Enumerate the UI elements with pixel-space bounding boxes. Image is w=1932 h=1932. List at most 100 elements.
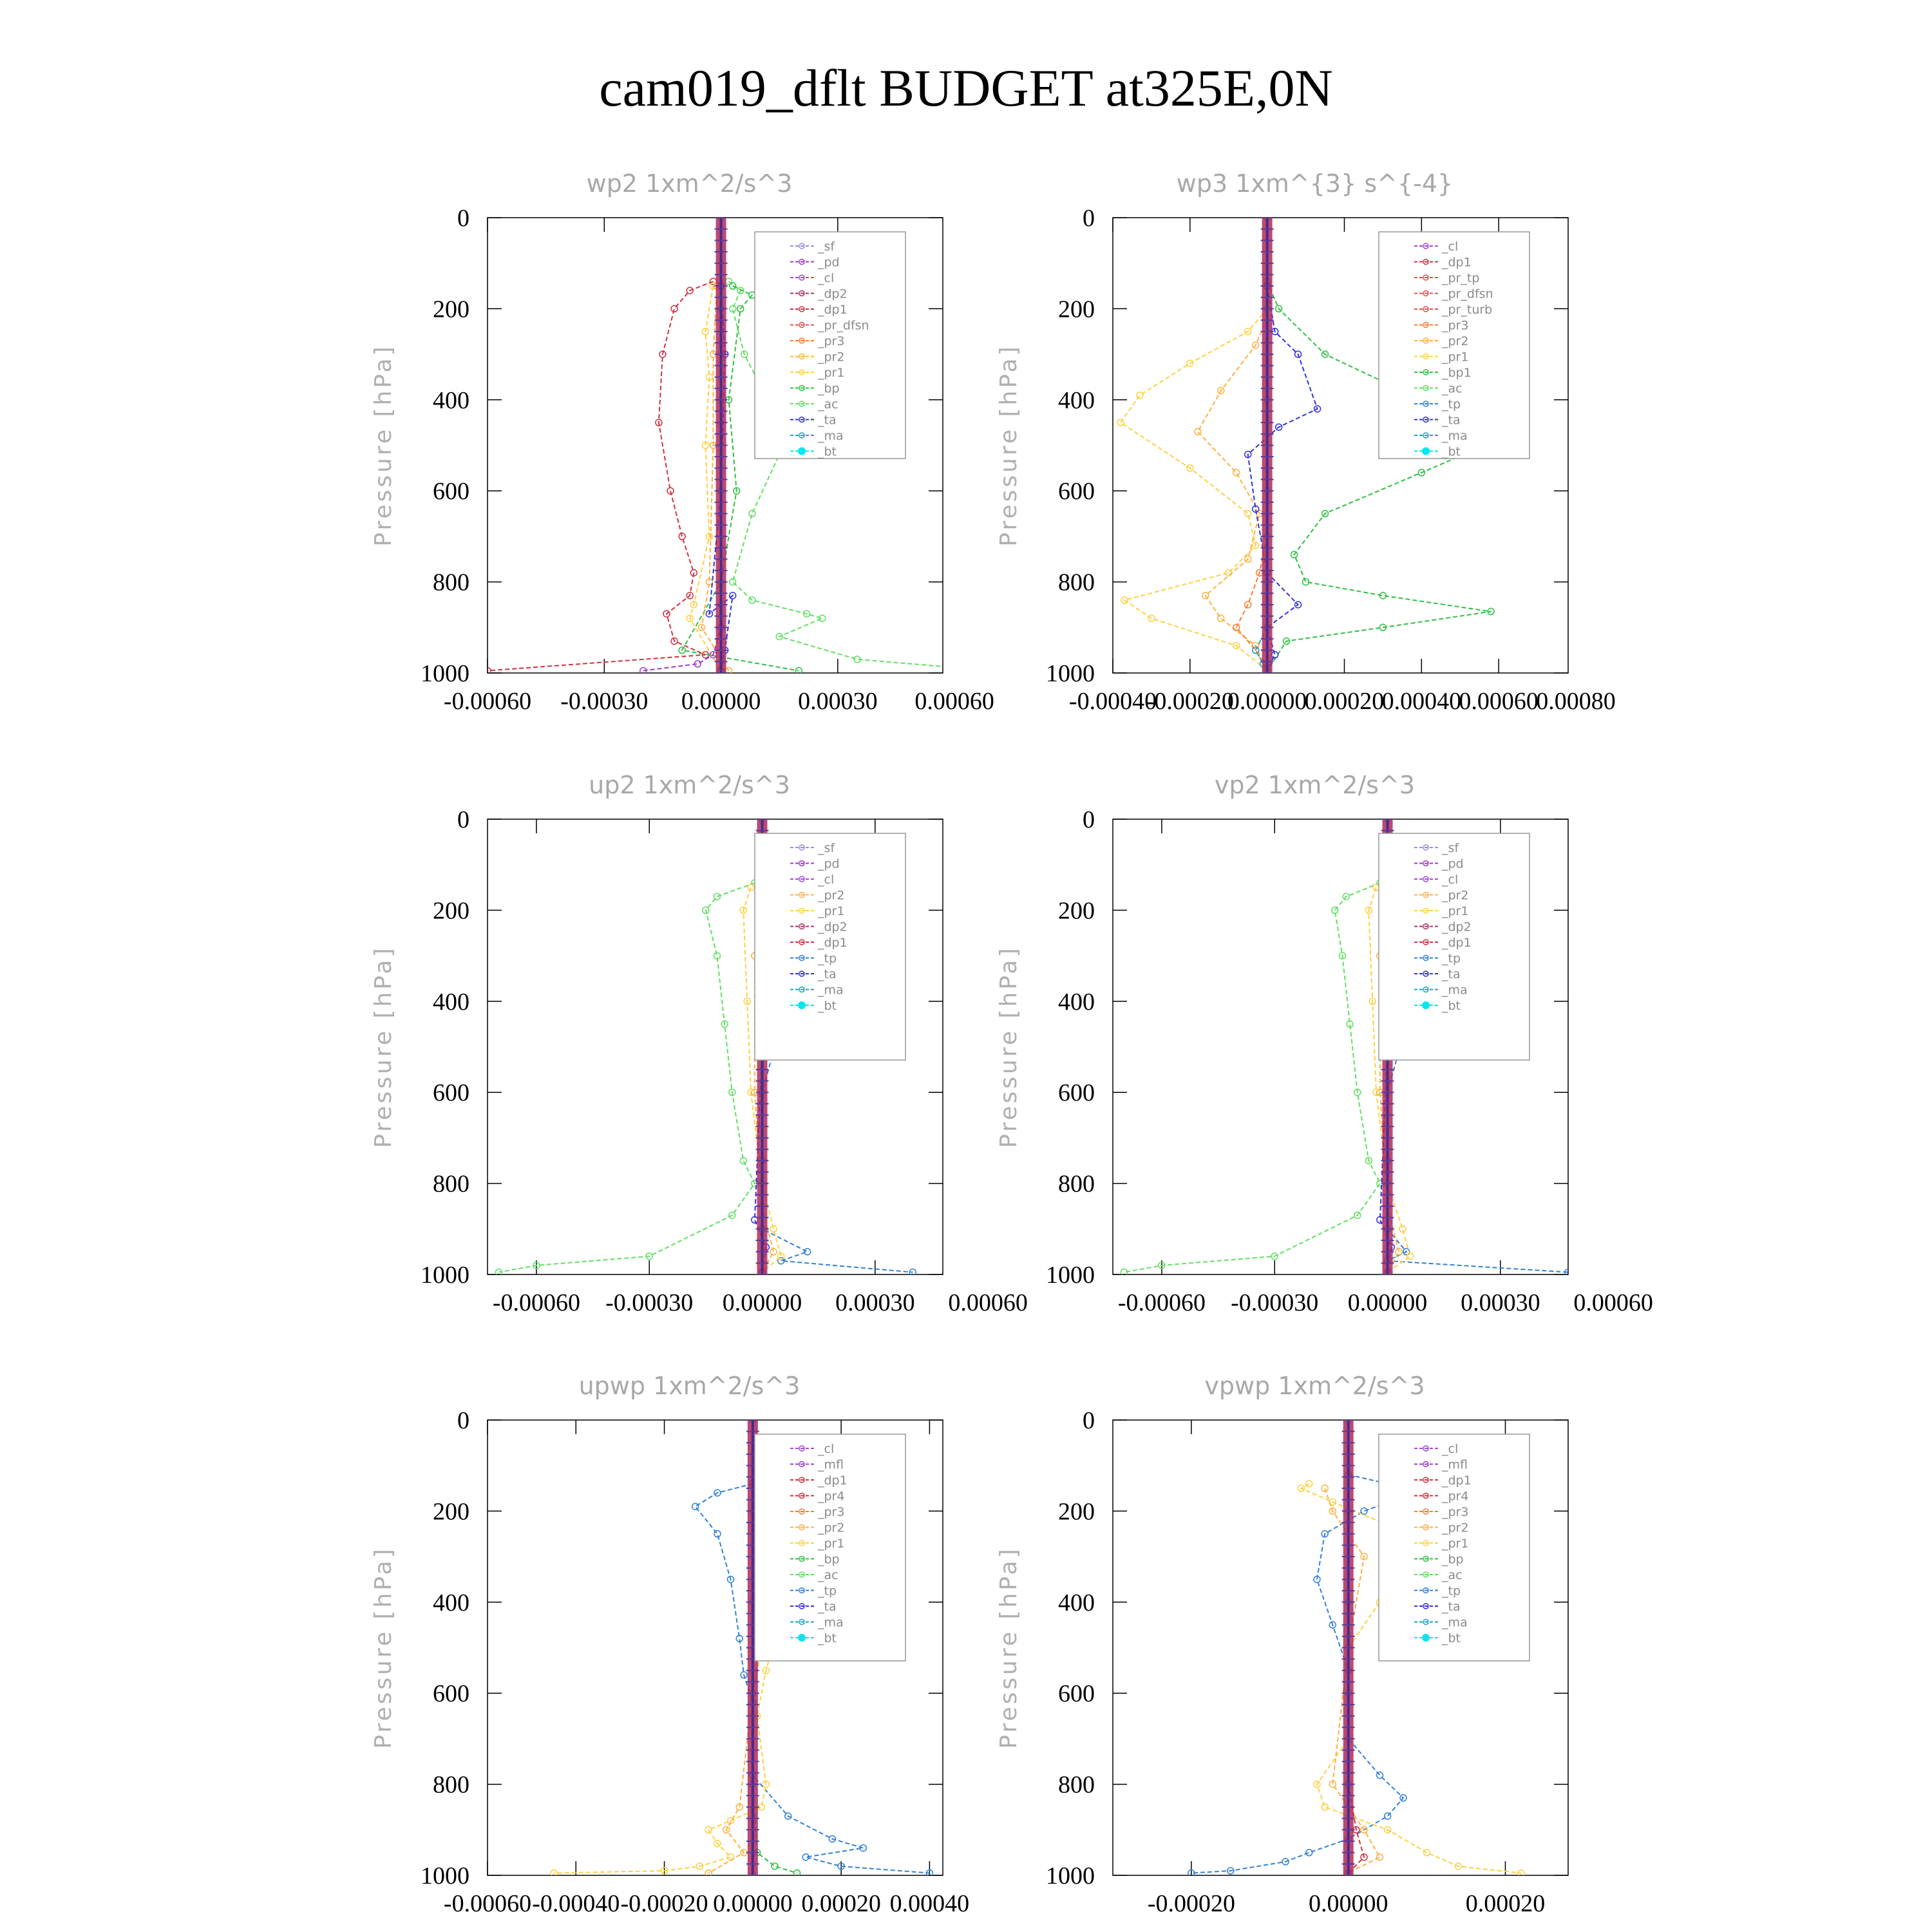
series-point [1360,1853,1368,1861]
series-point [1313,1575,1321,1584]
series-point [701,441,710,450]
legend-label: _tp [1441,397,1461,412]
legend-marker [799,321,805,328]
series-point [1251,646,1260,654]
legend-marker [799,1571,805,1578]
series-point [728,305,737,313]
series-point [639,667,647,673]
legend-label: _pr2 [817,889,844,903]
series-point [1346,1020,1354,1028]
series-point [747,1088,755,1096]
series-point [1244,328,1252,336]
x-tick-label: 0.00020 [1305,688,1385,715]
series-line-pr1 [1119,308,1268,672]
series-point [1313,1780,1321,1788]
series-point [1227,1867,1235,1875]
series-point [1297,1484,1305,1492]
series-point [1313,405,1321,413]
series-point [645,1252,653,1260]
series-point [726,1817,735,1824]
legend-label: _pr1 [817,1537,844,1551]
y-axis-label: Pressure [hPa] [370,945,397,1148]
legend-label: _dp2 [817,920,848,934]
x-tick-label: -0.00020 [1148,1890,1235,1917]
legend-label: _bt [817,445,837,459]
series-line-ac [728,281,943,667]
y-tick-label: 200 [1058,296,1095,323]
legend-label: _cl [817,873,834,887]
series-point [714,1530,721,1538]
figure-title: cam019_dflt BUDGET at325E,0N [599,59,1333,117]
legend-marker [1423,1603,1429,1609]
series-point [1321,1530,1329,1538]
series-point [737,287,744,294]
legend-marker [1423,1524,1429,1531]
series-point [770,1225,777,1233]
series-point [678,646,686,654]
series-point [1365,906,1373,914]
y-tick-label: 0 [1083,1407,1095,1434]
series-point [705,578,714,586]
legend-label: _pr2 [1441,334,1468,348]
x-tick-label: 0.00060 [914,688,994,715]
series-point [670,305,678,313]
x-tick-label: 0.00040 [1382,688,1462,715]
series-point [1244,509,1252,518]
plot-frame [487,819,943,1275]
series-point [1244,555,1252,563]
y-tick-label: 200 [1058,897,1095,924]
x-tick-label: 0.00060 [1573,1289,1653,1316]
series-point [721,1020,728,1028]
series-point [713,952,721,960]
data-layer [1117,218,1510,673]
x-tick-label: -0.00020 [1146,688,1234,715]
series-point [1564,1268,1568,1274]
series-point [705,373,714,381]
series-point [1331,906,1339,914]
legend-marker [799,1603,805,1609]
legend-marker [799,274,805,281]
series-point [802,610,811,618]
panel-6: vpwp 1xm^2/s^3 Pressure [hPa] 0 200 400 600 80… [996,1372,1569,1917]
series-point [722,1826,730,1834]
series-point [853,656,861,663]
series-point [655,419,663,426]
series-point [691,1502,699,1511]
legend-label: _pr3 [1441,1505,1468,1519]
legend-marker [799,860,805,867]
series-point [1232,469,1240,477]
y-tick-label: 200 [1058,1498,1095,1525]
series-point [701,328,710,336]
series-point [777,1257,785,1265]
series-point [748,596,756,604]
y-tick-label: 800 [433,1171,469,1198]
legend-marker [1423,891,1429,898]
y-axis-label: Pressure [hPa] [996,945,1022,1148]
series-point [1305,1480,1313,1488]
legend-box [754,1434,906,1662]
legend-label: _pr1 [1441,1537,1468,1551]
x-tick-label: -0.00030 [1231,1289,1318,1316]
legend-label: _pr1 [1441,350,1468,365]
legend-marker [799,844,805,851]
series-point [1274,423,1283,431]
legend-marker [1423,1540,1429,1546]
series-point [1217,386,1225,395]
legend-label: _pr3 [817,334,844,348]
legend-label: _dp2 [1441,920,1472,934]
legend-marker [1423,274,1429,281]
legend-label: _dp1 [1441,936,1472,950]
series-point [1321,350,1329,358]
panel-4: vp2 1xm^2/s^3 Pressure [hPa] 0 200 400 600 800… [996,771,1653,1316]
legend-marker [799,939,805,945]
series-point [667,487,674,495]
series-point [1290,551,1298,558]
series-line-dp1 [498,882,756,1273]
legend-label: _bp1 [1441,366,1472,380]
series-point [1368,998,1376,1005]
series-point [784,1812,792,1820]
series-point [1136,391,1144,399]
legend-label: _dp1 [1441,256,1472,270]
legend-label: _cl [817,271,834,285]
legend-marker [1422,1634,1430,1642]
